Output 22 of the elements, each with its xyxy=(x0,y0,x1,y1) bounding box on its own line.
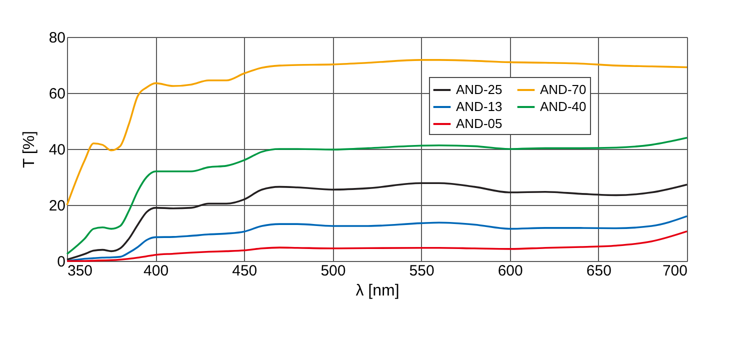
legend-label: AND-70 xyxy=(540,82,586,97)
legend-label: AND-40 xyxy=(540,99,586,114)
y-tick-label: 60 xyxy=(48,86,66,102)
x-tick-label: 450 xyxy=(232,262,258,280)
x-axis-title: λ [nm] xyxy=(356,282,400,300)
x-tick-label: 700 xyxy=(662,262,688,280)
x-tick-label: 400 xyxy=(144,262,169,280)
y-tick-label: 40 xyxy=(48,142,66,158)
x-tick-label: 500 xyxy=(320,262,346,280)
y-tick-label: 0 xyxy=(57,254,66,270)
line-series xyxy=(66,136,688,255)
legend-label: AND-13 xyxy=(456,99,502,114)
y-axis-title: T [%] xyxy=(20,130,38,168)
x-tick-label: 350 xyxy=(68,262,93,280)
x-tick-label: 600 xyxy=(498,262,523,280)
y-tick-label: 80 xyxy=(48,30,66,46)
x-tick-label: 650 xyxy=(586,262,612,280)
line-series xyxy=(66,59,688,206)
x-tick-label: 550 xyxy=(409,262,434,280)
y-tick-label: 20 xyxy=(48,198,66,214)
legend-label: AND-25 xyxy=(456,82,502,97)
legend-label: AND-05 xyxy=(456,116,502,131)
